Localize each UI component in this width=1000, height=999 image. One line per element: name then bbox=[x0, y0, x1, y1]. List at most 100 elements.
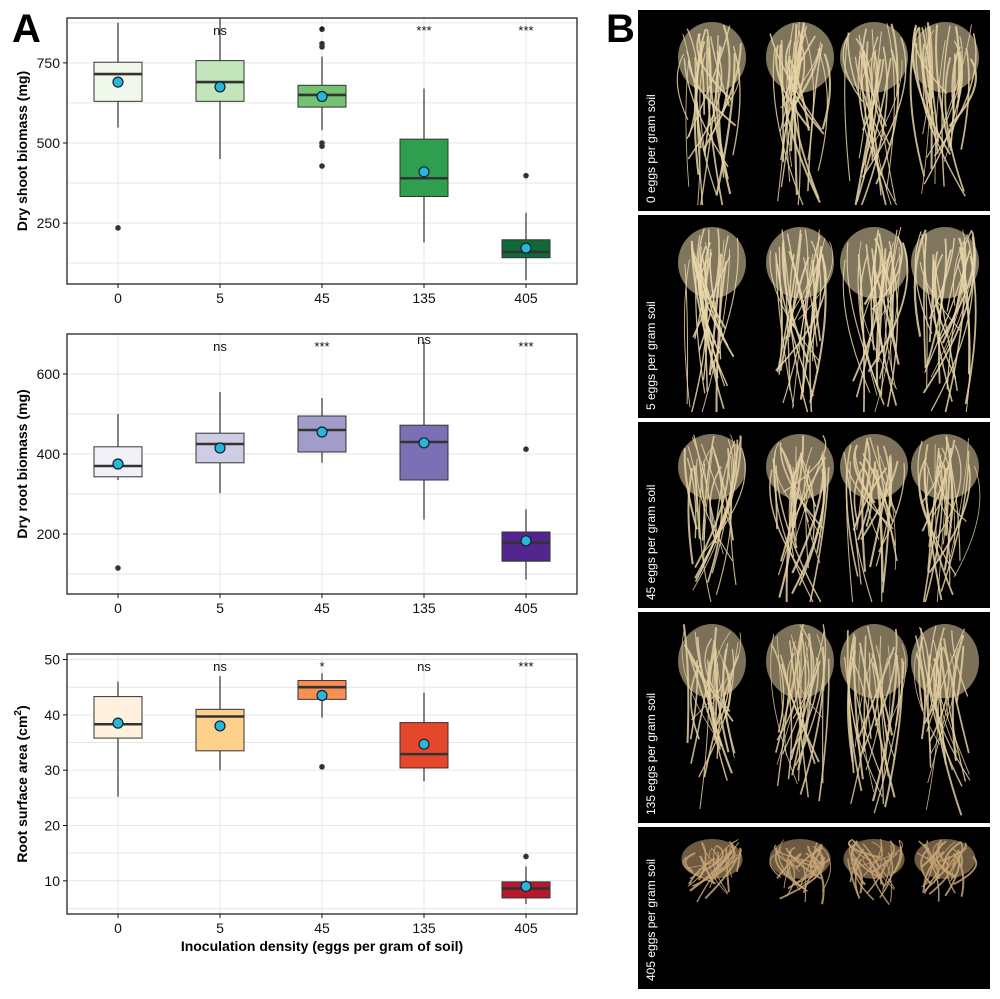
box bbox=[93, 446, 143, 478]
root-strand bbox=[807, 845, 825, 867]
mean-point bbox=[520, 880, 532, 892]
root-strand bbox=[940, 450, 970, 592]
root-strand bbox=[801, 859, 807, 903]
root-strand bbox=[696, 854, 729, 903]
root-strand bbox=[861, 437, 869, 572]
root-strand bbox=[794, 450, 824, 540]
root-strand bbox=[687, 467, 694, 565]
root-strand bbox=[930, 240, 974, 412]
root-strand bbox=[713, 239, 725, 311]
root-strand bbox=[800, 455, 815, 541]
root-strand bbox=[730, 436, 743, 585]
root-system bbox=[678, 227, 746, 413]
root-strand bbox=[952, 852, 965, 897]
root-strand bbox=[779, 654, 793, 780]
root-strand bbox=[861, 653, 880, 754]
root-strand bbox=[853, 467, 864, 523]
mean-point bbox=[418, 437, 430, 449]
root-strand bbox=[941, 25, 951, 187]
outlier-point bbox=[523, 446, 529, 453]
box-group: ns bbox=[399, 659, 449, 782]
root-strand bbox=[863, 838, 882, 877]
root-strand bbox=[850, 652, 871, 804]
root-strand bbox=[699, 855, 716, 885]
root-system bbox=[840, 22, 908, 206]
root-strand bbox=[883, 858, 892, 903]
photo-label: 0 eggs per gram soil bbox=[644, 94, 658, 203]
mean-point bbox=[520, 535, 532, 547]
root-strand bbox=[927, 625, 937, 753]
root-strand bbox=[926, 628, 966, 732]
significance-label: ns bbox=[417, 332, 431, 347]
root-strand bbox=[922, 850, 945, 893]
root-strand bbox=[953, 40, 964, 109]
root-strand bbox=[857, 646, 896, 738]
root-strand bbox=[698, 649, 735, 778]
root-strand bbox=[709, 248, 718, 318]
root-strand bbox=[773, 442, 790, 500]
root-strand bbox=[847, 32, 860, 96]
root-strand bbox=[779, 447, 797, 529]
root-strand bbox=[939, 841, 956, 861]
x-tick-label: 135 bbox=[412, 920, 436, 936]
y-tick-label: 500 bbox=[37, 135, 61, 151]
panel-letter-b: B bbox=[606, 7, 635, 51]
root-strand bbox=[936, 637, 958, 754]
y-axis-label: Dry shoot biomass (mg) bbox=[14, 71, 30, 231]
root-strand bbox=[789, 253, 809, 413]
mean-point bbox=[316, 426, 328, 438]
root-strand bbox=[769, 250, 821, 362]
root-strand bbox=[951, 630, 969, 697]
root-strand bbox=[854, 56, 884, 141]
root-strand bbox=[923, 48, 962, 185]
root-strand bbox=[696, 637, 733, 774]
outlier-point bbox=[319, 764, 325, 770]
root-strand bbox=[925, 654, 940, 810]
root-strand bbox=[926, 36, 963, 158]
root-strand bbox=[915, 43, 966, 197]
root-strand bbox=[785, 457, 802, 603]
box-group: * bbox=[297, 659, 347, 770]
root-system bbox=[769, 839, 831, 905]
outlier-point bbox=[319, 163, 325, 169]
root-system bbox=[911, 227, 979, 413]
root-strand bbox=[688, 60, 737, 127]
x-tick-label: 0 bbox=[114, 600, 122, 616]
root-strand bbox=[716, 662, 729, 725]
root-strand bbox=[933, 253, 948, 337]
root-strand bbox=[691, 255, 708, 413]
root-strand bbox=[686, 25, 731, 139]
root-system bbox=[911, 624, 979, 816]
root-strand bbox=[693, 434, 705, 563]
root-strand bbox=[873, 661, 905, 814]
root-strand bbox=[779, 852, 825, 900]
root-strand bbox=[789, 59, 810, 131]
root-strand bbox=[803, 446, 821, 564]
root-strand bbox=[952, 841, 963, 868]
significance-label: ns bbox=[213, 339, 227, 354]
root-strand bbox=[946, 229, 973, 312]
root-strand bbox=[713, 663, 719, 736]
root-strand bbox=[701, 248, 730, 413]
root-strand bbox=[708, 847, 729, 895]
root-strand bbox=[876, 469, 884, 583]
root-strand bbox=[931, 455, 946, 518]
root-strand bbox=[684, 852, 696, 873]
root-photo-panels: 0 eggs per gram soil 5 eggs per gram soil… bbox=[638, 10, 990, 989]
box-group: ns bbox=[195, 18, 245, 160]
root-strand bbox=[772, 47, 804, 206]
significance-label: ns bbox=[213, 23, 227, 38]
panel-letter-a: A bbox=[12, 7, 41, 51]
root-strand bbox=[785, 23, 795, 182]
outlier-point bbox=[319, 143, 325, 149]
box-group: *** bbox=[501, 23, 551, 281]
root-strand bbox=[821, 53, 832, 130]
root-strand bbox=[854, 858, 863, 896]
root-strand bbox=[874, 59, 903, 143]
x-tick-label: 135 bbox=[412, 290, 436, 306]
root-strand bbox=[697, 33, 706, 115]
root-strand bbox=[875, 48, 900, 185]
root-strand bbox=[692, 253, 708, 392]
root-strand bbox=[809, 467, 830, 603]
